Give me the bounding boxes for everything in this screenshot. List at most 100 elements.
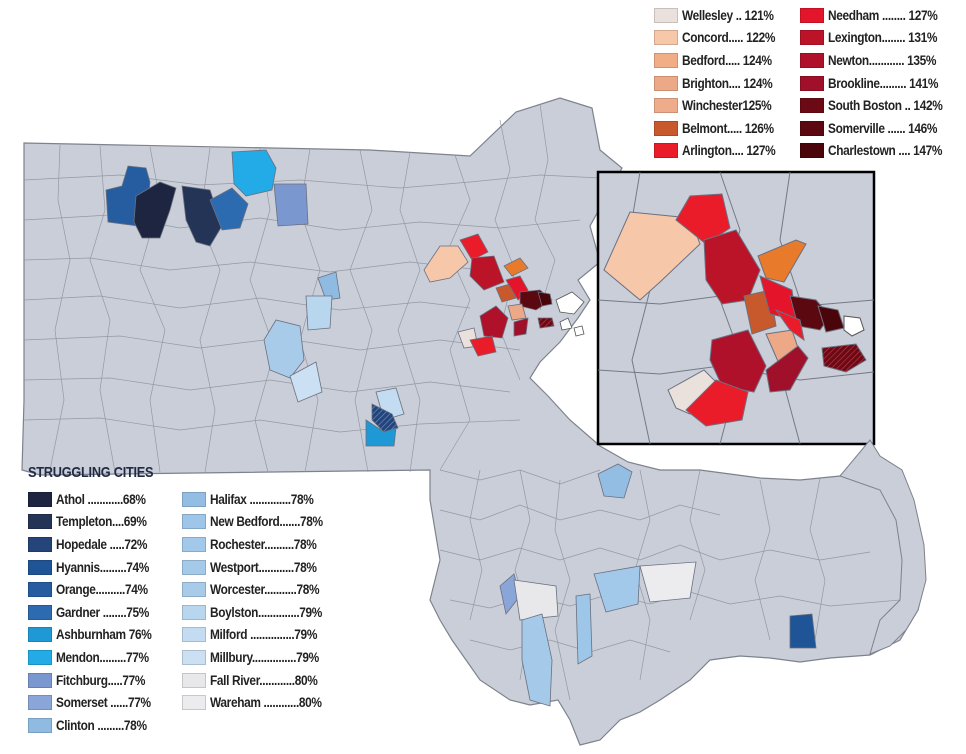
legend-struggling-left: Athol ............68% Templeton....69% Hop… (28, 488, 164, 737)
legend-item: Concord..... 122% (654, 27, 788, 50)
inset-harbor (843, 315, 865, 337)
legend-swatch (182, 536, 206, 552)
legend-label: Brighton.... 124% (682, 75, 773, 91)
legend-item: Belmont..... 126% (654, 117, 788, 140)
legend-item: New Bedford.......78% (182, 511, 338, 534)
town-fall-river (513, 579, 559, 621)
legend-label: New Bedford.......78% (210, 514, 323, 530)
legend-item: Somerset ......77% (28, 691, 164, 714)
legend-item: Gardner ........75% (28, 601, 164, 624)
legend-label: Boylston..............79% (210, 604, 323, 620)
legend-item: Brookline......... 141% (800, 72, 958, 95)
town-needham (469, 335, 497, 357)
inset-newton-east (774, 308, 805, 342)
legend-label: Somerville ...... 146% (828, 120, 938, 136)
legend-swatch (28, 514, 52, 530)
town-brookline (513, 317, 529, 337)
inset-needham (685, 379, 749, 427)
town-winchester-orange (503, 257, 529, 277)
legend-swatch (182, 582, 206, 598)
legend-item: Hopedale .....72% (28, 533, 164, 556)
town-clinton (317, 271, 341, 301)
town-ashburnham (231, 149, 277, 197)
legend-label: Charlestown .... 147% (828, 143, 943, 159)
legend-item: Bedford..... 124% (654, 49, 788, 72)
legend-item: Athol ............68% (28, 488, 164, 511)
inset-bedford (675, 193, 731, 245)
town-wareham (639, 561, 697, 603)
legend-swatch (182, 491, 206, 507)
legend-swatch (28, 604, 52, 620)
legend-item: Worcester...........78% (182, 578, 338, 601)
legend-label: Templeton....69% (56, 514, 147, 530)
town-westport (521, 613, 553, 707)
legend-item: Brighton.... 124% (654, 72, 788, 95)
legend-label: Worcester...........78% (210, 582, 320, 598)
legend-swatch (28, 627, 52, 643)
legend-swatch (182, 604, 206, 620)
legend-label: Somerset ......77% (56, 695, 151, 711)
legend-swatch (800, 30, 824, 46)
legend-swatch (800, 98, 824, 114)
legend-item: Winchester125% (654, 94, 788, 117)
legend-swatch (800, 75, 824, 91)
legend-label: Halifax ..............78% (210, 491, 314, 507)
legend-item: South Boston .. 142% (800, 94, 958, 117)
town-charlestown (537, 291, 553, 307)
legend-swatch (800, 7, 824, 23)
legend-label: Westport............78% (210, 559, 317, 575)
legend-label: Hopedale .....72% (56, 536, 148, 552)
legend-swatch (28, 491, 52, 507)
inset-south-boston (821, 343, 867, 373)
legend-label: Gardner ........75% (56, 604, 150, 620)
legend-label: Athol ............68% (56, 491, 146, 507)
legend-swatch (182, 514, 206, 530)
town-concord (423, 245, 469, 283)
town-lexington (469, 255, 505, 291)
thriving-towns (423, 233, 555, 357)
legend-swatch (654, 120, 678, 136)
legend-label: Bedford..... 124% (682, 52, 772, 68)
inset-zoom (596, 170, 876, 446)
legend-item: Mendon.........77% (28, 646, 164, 669)
legend-item: Westport............78% (182, 556, 338, 579)
legend-struggling-title: STRUGGLING CITIES (28, 464, 154, 481)
inset-winchester (757, 239, 807, 283)
legend-label: Milford ...............79% (210, 627, 318, 643)
town-fitchburg (273, 183, 309, 227)
legend-label: Brookline......... 141% (828, 75, 939, 91)
legend-swatch (654, 75, 678, 91)
legend-label: Mendon.........77% (56, 649, 149, 665)
town-south-boston (537, 317, 555, 329)
legend-item: Ashburnham 76% (28, 624, 164, 647)
legend-thriving-left: Wellesley .. 121% Concord..... 122% Bedfor… (654, 4, 788, 162)
inset-newton (709, 329, 767, 393)
legend-swatch (654, 52, 678, 68)
legend-label: Belmont..... 126% (682, 120, 774, 136)
town-worcester (263, 319, 305, 379)
legend-label: Wellesley .. 121% (682, 7, 774, 23)
legend-struggling-right: Halifax ..............78% New Bedford....… (182, 488, 338, 714)
legend-swatch (182, 559, 206, 575)
town-brighton (507, 303, 527, 321)
legend-label: Fitchburg.....77% (56, 672, 146, 688)
legend-swatch (654, 30, 678, 46)
legend-swatch (28, 559, 52, 575)
cape-cod (839, 439, 927, 655)
town-halifax (597, 463, 633, 499)
legend-label: Millbury...............79% (210, 649, 319, 665)
town-new-bedford (575, 593, 593, 665)
legend-label: Orange..........74% (56, 582, 148, 598)
legend-label: Hyannis.........74% (56, 559, 150, 575)
town-bedford (459, 233, 489, 261)
legend-swatch (28, 536, 52, 552)
legend-label: Ashburnham 76% (56, 627, 152, 643)
legend-label: Newton............ 135% (828, 52, 937, 68)
legend-swatch (182, 695, 206, 711)
town-boylston (305, 295, 333, 331)
legend-swatch (28, 717, 52, 733)
legend-item: Arlington.... 127% (654, 140, 788, 163)
legend-swatch (800, 52, 824, 68)
town-hyannis (789, 613, 817, 649)
